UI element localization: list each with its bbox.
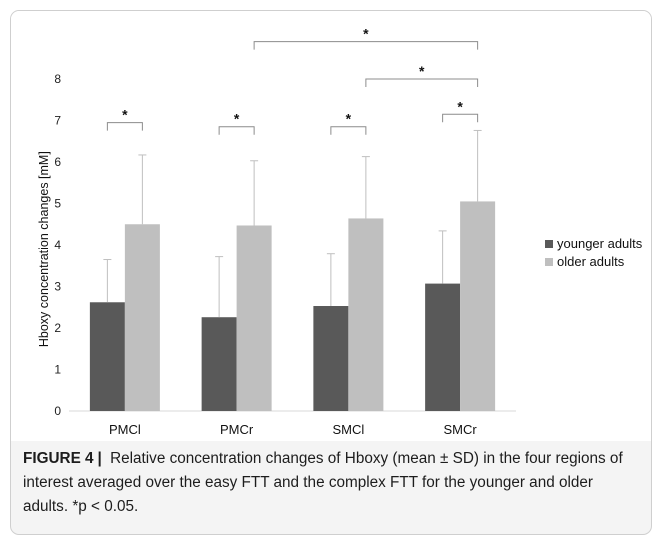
x-category-label: PMCl (109, 422, 141, 437)
figure-container: 0 1 2 3 4 5 6 7 8 Hboxy concentration changes [mM… (10, 10, 652, 535)
bar-smcr-younger (425, 283, 461, 411)
y-tick-label: 4 (54, 238, 61, 252)
plot-area: 0 1 2 3 4 5 6 7 8 Hboxy concentration changes [mM… (11, 11, 651, 441)
significance-bracket (330, 126, 367, 135)
significance-star: * (346, 111, 352, 127)
bar-pmcr-younger (201, 317, 237, 411)
bar-pmcr-older (236, 225, 272, 411)
significance-bracket (253, 41, 479, 50)
legend-label-younger: younger adults (557, 236, 643, 251)
significance-star: * (457, 98, 463, 114)
legend-label-older: older adults (557, 254, 625, 269)
figure-label: FIGURE 4 (23, 450, 94, 467)
bar-pmcl-older (124, 224, 160, 411)
caption-separator: | (97, 450, 102, 467)
y-tick-label: 5 (54, 197, 61, 211)
y-tick-label: 2 (54, 321, 61, 335)
significance-star: * (363, 26, 369, 42)
y-tick-label: 8 (54, 72, 61, 86)
significance-bracket (106, 122, 143, 131)
y-tick-label: 1 (54, 363, 61, 377)
bar-smcl-older (348, 218, 384, 411)
y-tick-label: 7 (54, 114, 61, 128)
y-axis-label: Hboxy concentration changes [mM] (37, 151, 51, 347)
figure-caption: FIGURE 4 | Relative concentration changes… (23, 447, 638, 519)
bar-smcr-older (460, 201, 496, 411)
bar-chart: 0 1 2 3 4 5 6 7 8 Hboxy concentration changes [mM… (37, 26, 643, 437)
bar-pmcl-younger (89, 302, 125, 411)
bar-smcl-younger (313, 306, 349, 411)
y-tick-label: 0 (54, 404, 61, 418)
y-tick-label: 6 (54, 155, 61, 169)
legend-swatch-younger (545, 240, 553, 248)
x-category-label: SMCr (444, 422, 478, 437)
significance-bracket (442, 113, 479, 123)
legend-swatch-older (545, 258, 553, 266)
significance-star: * (122, 107, 128, 123)
x-category-label: PMCr (220, 422, 254, 437)
significance-bracket (218, 126, 255, 135)
y-tick-label: 3 (54, 280, 61, 294)
significance-star: * (234, 111, 240, 127)
significance-star: * (419, 63, 425, 79)
caption-text: Relative concentration changes of Hboxy … (23, 450, 623, 515)
x-category-label: SMCl (332, 422, 364, 437)
significance-bracket (365, 78, 479, 87)
